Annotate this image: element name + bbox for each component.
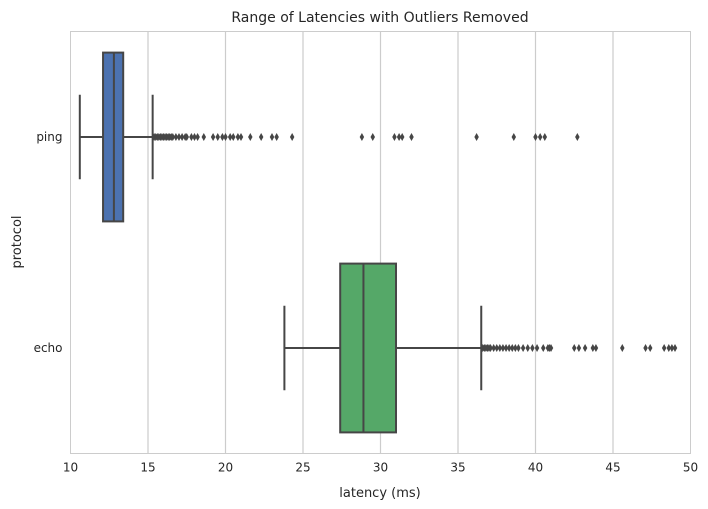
outlier-point bbox=[520, 344, 526, 352]
outlier-point bbox=[235, 133, 241, 141]
box-group-echo bbox=[283, 262, 678, 434]
outlier-point bbox=[274, 133, 279, 141]
outlier-point bbox=[647, 344, 653, 352]
outlier-point bbox=[669, 344, 675, 352]
x-tick-label: 30 bbox=[373, 461, 388, 475]
outlier-point bbox=[399, 133, 405, 141]
gridlines bbox=[147, 31, 614, 454]
outlier-point bbox=[516, 344, 521, 352]
outlier-point bbox=[409, 133, 414, 141]
outlier-point bbox=[488, 344, 493, 352]
x-tick-label: 35 bbox=[450, 461, 465, 475]
outlier-point bbox=[494, 344, 499, 352]
outlier-point bbox=[491, 344, 496, 352]
outlier-point bbox=[534, 344, 540, 352]
outlier-point bbox=[643, 344, 648, 352]
x-tick-label: 45 bbox=[605, 461, 620, 475]
outlier-point bbox=[510, 344, 515, 352]
box-group-ping bbox=[78, 51, 580, 223]
outlier-point bbox=[227, 133, 233, 141]
outlier-point bbox=[530, 344, 535, 352]
x-tick-labels: 10 15 20 25 30 35 40 45 50 bbox=[63, 461, 698, 475]
y-tick-label-echo: echo bbox=[34, 341, 63, 355]
outlier-point bbox=[359, 133, 365, 141]
outlier-point bbox=[238, 133, 244, 141]
outlier-point bbox=[396, 133, 402, 141]
outlier-point bbox=[576, 344, 582, 352]
outlier-point bbox=[201, 133, 207, 141]
outlier-point bbox=[231, 133, 236, 141]
outlier-point bbox=[511, 133, 517, 141]
outlier-point bbox=[672, 344, 678, 352]
x-axis-label: latency (ms) bbox=[339, 486, 420, 501]
outlier-point bbox=[192, 133, 197, 141]
outlier-point bbox=[500, 344, 506, 352]
outlier-point bbox=[666, 344, 672, 352]
outlier-point bbox=[661, 344, 667, 352]
outlier-point bbox=[220, 133, 225, 141]
box-iqr bbox=[339, 262, 398, 434]
outlier-point bbox=[506, 344, 512, 352]
outlier-point bbox=[590, 344, 596, 352]
outlier-point bbox=[525, 344, 530, 352]
outlier-point bbox=[215, 133, 220, 141]
x-tick-label: 40 bbox=[528, 461, 543, 475]
x-tick-label: 15 bbox=[140, 461, 155, 475]
outlier-point bbox=[189, 133, 194, 141]
outlier-point bbox=[582, 344, 588, 352]
y-axis-label: protocol bbox=[10, 215, 25, 268]
y-tick-labels: ping echo bbox=[34, 130, 63, 355]
outlier-point bbox=[248, 133, 253, 141]
outlier-point bbox=[173, 133, 179, 141]
outlier-point bbox=[392, 133, 397, 141]
outlier-point bbox=[503, 344, 509, 352]
outlier-point bbox=[370, 133, 375, 141]
outlier-point bbox=[541, 344, 546, 352]
outlier-point bbox=[195, 133, 200, 141]
outlier-point bbox=[289, 133, 295, 141]
outlier-point bbox=[210, 133, 216, 141]
outlier-point bbox=[533, 133, 538, 141]
x-tick-label: 50 bbox=[683, 461, 698, 475]
chart-title: Range of Latencies with Outliers Removed bbox=[231, 10, 528, 26]
outlier-point bbox=[170, 133, 176, 141]
outlier-point bbox=[542, 133, 548, 141]
boxes-layer bbox=[78, 51, 678, 434]
outlier-point bbox=[474, 133, 479, 141]
y-tick-label-ping: ping bbox=[36, 130, 62, 144]
outlier-point bbox=[223, 133, 228, 141]
outlier-point bbox=[572, 344, 577, 352]
outlier-point bbox=[176, 133, 182, 141]
outlier-point bbox=[620, 344, 625, 352]
outlier-point bbox=[269, 133, 275, 141]
outlier-point bbox=[593, 344, 599, 352]
outlier-point bbox=[497, 344, 503, 352]
outlier-point bbox=[179, 133, 185, 141]
outlier-point bbox=[513, 344, 518, 352]
x-tick-label: 25 bbox=[295, 461, 310, 475]
x-tick-label: 20 bbox=[218, 461, 233, 475]
outlier-point bbox=[537, 133, 543, 141]
outlier-point bbox=[258, 133, 264, 141]
outlier-point bbox=[548, 344, 554, 352]
outlier-point bbox=[184, 133, 189, 141]
x-tick-label: 10 bbox=[63, 461, 78, 475]
outlier-point bbox=[575, 133, 580, 141]
